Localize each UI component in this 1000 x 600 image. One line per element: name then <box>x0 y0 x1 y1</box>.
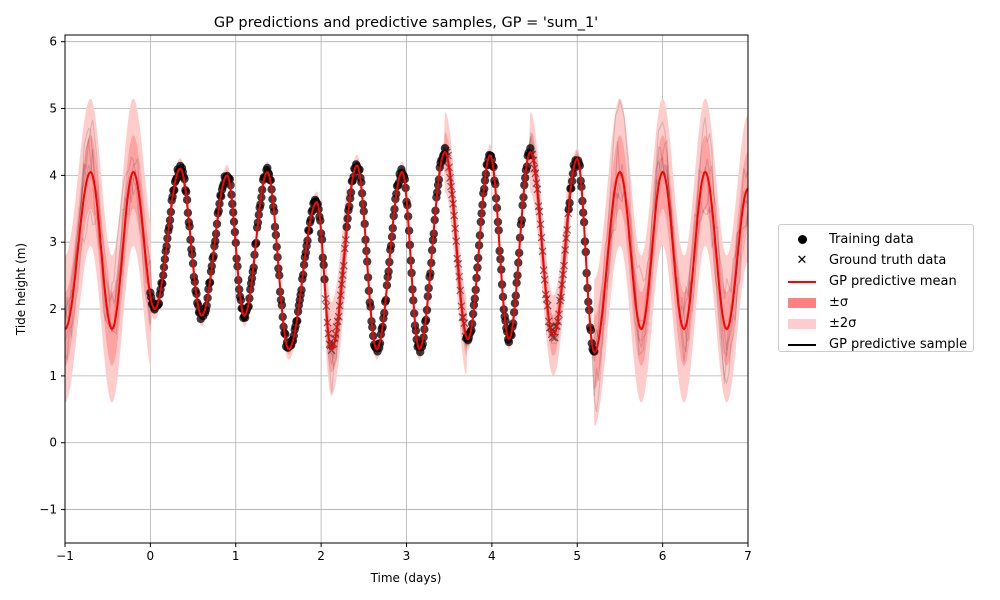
x-tick-label: 0 <box>147 549 155 563</box>
line-marker-icon <box>788 280 816 283</box>
legend-swatch <box>785 233 819 247</box>
legend-label: Ground truth data <box>829 253 947 268</box>
legend-label: ±2σ <box>829 316 857 331</box>
patch-marker-icon <box>788 297 816 308</box>
x-tick-label: 3 <box>403 549 411 563</box>
x-tick-label: 1 <box>232 549 240 563</box>
y-tick-label: 1 <box>49 369 57 383</box>
dot-marker-icon <box>797 235 807 244</box>
legend: Training data ✕ Ground truth data GP predic… <box>778 224 974 352</box>
legend-label: GP predictive sample <box>829 337 968 352</box>
y-tick-label: 4 <box>49 168 57 182</box>
legend-swatch <box>785 275 819 289</box>
x-marker-icon: ✕ <box>796 253 808 268</box>
y-tick-label: 5 <box>49 102 57 116</box>
y-axis-label: Tide height (m) <box>14 243 28 336</box>
chart-title: GP predictions and predictive samples, G… <box>214 15 598 31</box>
predictive-mean-line <box>64 150 749 354</box>
y-tick-label: 2 <box>49 302 57 316</box>
training-data-point <box>504 337 514 347</box>
legend-swatch <box>785 317 819 331</box>
patch-marker-icon <box>788 318 816 329</box>
x-tick-label: 7 <box>744 549 752 563</box>
legend-swatch <box>785 296 819 310</box>
x-tick-label: 4 <box>488 549 496 563</box>
x-tick-label: −1 <box>56 549 74 563</box>
legend-label: Training data <box>829 232 914 247</box>
training-data-point <box>440 144 450 153</box>
plot-area: −1 0 1 2 3 4 5 6 7 −1 0 1 2 3 4 5 6 <box>39 34 752 563</box>
x-tick-label: 6 <box>659 549 667 563</box>
legend-swatch: ✕ <box>785 254 819 268</box>
legend-label: ±σ <box>829 295 849 310</box>
band-1sigma <box>65 131 748 390</box>
legend-entry: ±σ <box>785 292 973 313</box>
y-tick-label: 3 <box>49 235 57 249</box>
legend-entry: GP predictive sample <box>785 334 973 355</box>
line-marker-icon <box>788 343 816 346</box>
band-2sigma <box>65 98 748 426</box>
legend-entry: Training data <box>785 229 973 250</box>
legend-entry: GP predictive mean <box>785 271 973 292</box>
y-tick-label: −1 <box>39 503 57 517</box>
y-tick-label: 0 <box>49 436 57 450</box>
legend-entry: ±2σ <box>785 313 973 334</box>
legend-swatch <box>785 338 819 352</box>
x-tick-label: 5 <box>573 549 581 563</box>
training-data-point <box>526 144 535 153</box>
x-axis-label: Time (days) <box>370 571 442 585</box>
x-tick-label: 2 <box>317 549 325 563</box>
y-tick-label: 6 <box>49 35 57 49</box>
legend-label: GP predictive mean <box>829 274 957 289</box>
legend-entry: ✕ Ground truth data <box>785 250 973 271</box>
